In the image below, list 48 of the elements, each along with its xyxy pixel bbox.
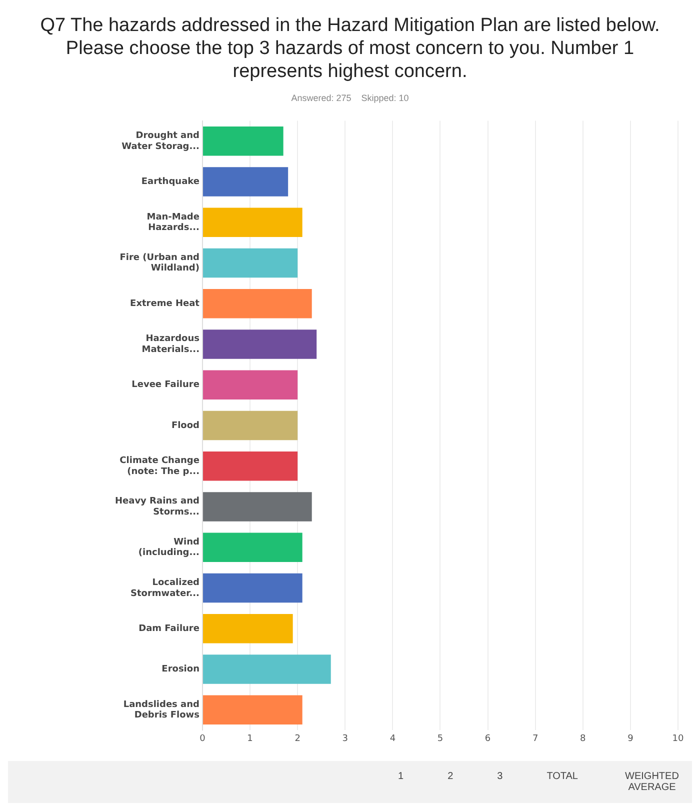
x-tick-label: 10 bbox=[672, 734, 684, 744]
y-tick-label: Fire (Urban and Wildland) bbox=[120, 252, 200, 274]
bar bbox=[202, 208, 302, 237]
x-tick-label: 7 bbox=[532, 734, 538, 744]
x-tick-label: 5 bbox=[437, 734, 444, 744]
bar bbox=[202, 492, 312, 522]
text: 1 bbox=[398, 771, 404, 784]
y-tick-label: Man-Made Hazards... bbox=[146, 212, 200, 234]
y-tick-label: Wind (including... bbox=[138, 537, 200, 558]
bar bbox=[202, 410, 298, 440]
bar bbox=[202, 654, 331, 684]
bar bbox=[202, 248, 298, 278]
y-tick-label: Extreme Heat bbox=[130, 298, 200, 309]
y-tick-label: Earthquake bbox=[141, 177, 200, 188]
x-tick-label: 3 bbox=[342, 734, 348, 744]
bar bbox=[202, 167, 288, 196]
y-tick-label: Landslides and Debris Flows bbox=[123, 700, 200, 721]
x-tick-label: 6 bbox=[484, 734, 491, 744]
x-tick-label: 0 bbox=[200, 734, 206, 744]
y-tick-label: Flood bbox=[171, 420, 200, 431]
bar bbox=[202, 370, 298, 400]
bar bbox=[202, 452, 298, 481]
bar bbox=[202, 330, 317, 359]
y-tick-label: Heavy Rains and Storms... bbox=[114, 496, 200, 518]
y-tick-label: Climate Change (note: The p... bbox=[120, 456, 200, 477]
y-tick-label: Localized Stormwater... bbox=[130, 578, 200, 599]
bar bbox=[202, 573, 302, 603]
x-tick-label: 1 bbox=[247, 734, 253, 744]
bar bbox=[202, 288, 312, 318]
bar bbox=[202, 695, 302, 725]
y-tick-label: Dam Failure bbox=[138, 624, 200, 634]
x-tick-label: 2 bbox=[294, 734, 300, 744]
text: WEIGHTED AVERAGE bbox=[624, 771, 680, 793]
chart-title: Q7 The hazards addressed in the Hazard Mitigation Plan are listed below. Please choose the top 3 hazards of most concern to you. Number 1 represents highest concern. bbox=[39, 14, 661, 83]
text: 2 bbox=[448, 771, 454, 784]
y-tick-label: Levee Failure bbox=[132, 380, 200, 390]
y-tick-label: Drought and Water Storag... bbox=[122, 131, 200, 152]
y-tick-label: Hazardous Materials... bbox=[142, 334, 200, 355]
text: 3 bbox=[497, 771, 503, 784]
x-tick-label: 4 bbox=[390, 734, 396, 744]
bar bbox=[202, 532, 302, 562]
bar bbox=[202, 614, 293, 644]
x-tick-label: 9 bbox=[628, 734, 634, 744]
x-tick-label: 8 bbox=[580, 734, 586, 744]
chart-subtitle: Answered: 275 Skipped: 10 bbox=[290, 93, 410, 103]
text: TOTAL bbox=[546, 771, 578, 784]
bar bbox=[202, 126, 284, 156]
y-tick-label: Erosion bbox=[162, 664, 200, 675]
